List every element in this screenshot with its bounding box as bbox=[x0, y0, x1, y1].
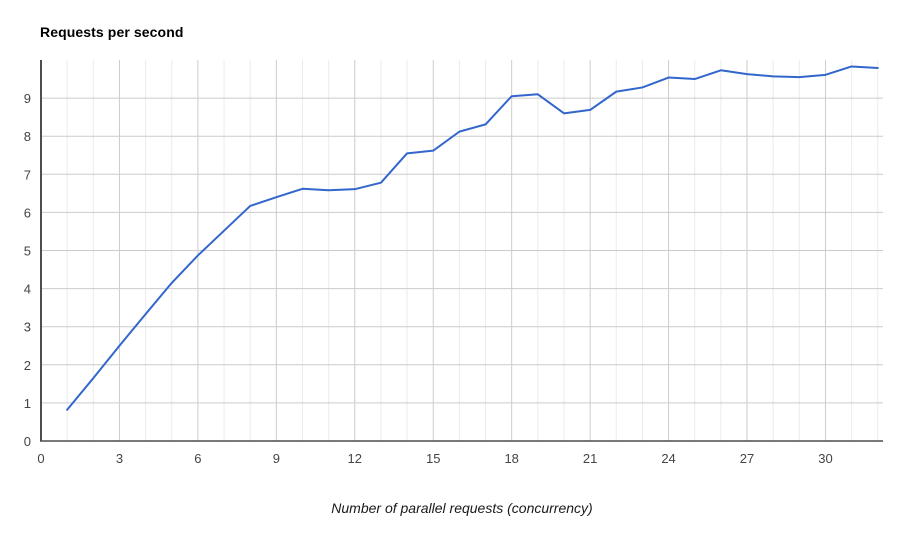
chart-title: Requests per second bbox=[40, 24, 184, 40]
tick-label: 6 bbox=[24, 205, 31, 220]
tick-label: 0 bbox=[37, 451, 44, 466]
tick-label: 9 bbox=[24, 91, 31, 106]
tick-label: 27 bbox=[740, 451, 754, 466]
tick-label: 3 bbox=[24, 320, 31, 335]
data-series-line bbox=[66, 65, 879, 411]
tick-label: 1 bbox=[24, 396, 31, 411]
tick-label: 0 bbox=[24, 434, 31, 449]
tick-label: 6 bbox=[194, 451, 201, 466]
tick-label: 15 bbox=[426, 451, 440, 466]
tick-label: 2 bbox=[24, 358, 31, 373]
tick-label: 5 bbox=[24, 244, 31, 259]
tick-label: 7 bbox=[24, 167, 31, 182]
tick-label: 18 bbox=[504, 451, 518, 466]
x-axis-title: Number of parallel requests (concurrency… bbox=[331, 500, 593, 516]
tick-label: 30 bbox=[818, 451, 832, 466]
tick-label: 9 bbox=[273, 451, 280, 466]
tick-label: 8 bbox=[24, 129, 31, 144]
tick-label: 21 bbox=[583, 451, 597, 466]
tick-label: 4 bbox=[24, 282, 31, 297]
tick-label: 24 bbox=[661, 451, 675, 466]
tick-label: 12 bbox=[348, 451, 362, 466]
tick-label: 3 bbox=[116, 451, 123, 466]
